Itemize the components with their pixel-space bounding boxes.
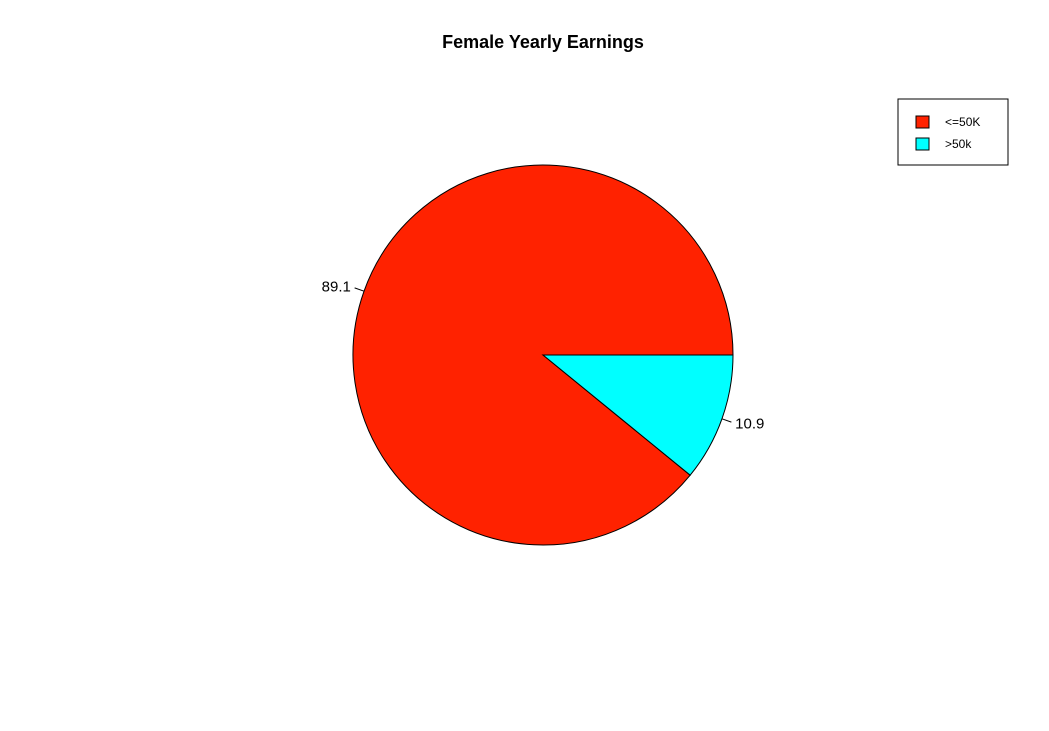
slice-label-tick-1 [721,418,732,423]
chart-title: Female Yearly Earnings [442,32,644,52]
legend: <=50K >50k [897,98,1009,166]
legend-swatch-1 [915,137,930,151]
legend-label-0: <=50K [945,115,980,129]
legend-box [897,98,1009,166]
pie-slices [352,164,734,546]
slice-label-0: 89.1 [322,279,351,296]
slice-label-tick-0 [354,287,365,292]
legend-swatch-0 [915,115,930,129]
slice-labels: 89.1 10.9 [322,279,765,433]
legend-label-1: >50k [945,137,972,151]
slice-label-1: 10.9 [735,415,764,432]
